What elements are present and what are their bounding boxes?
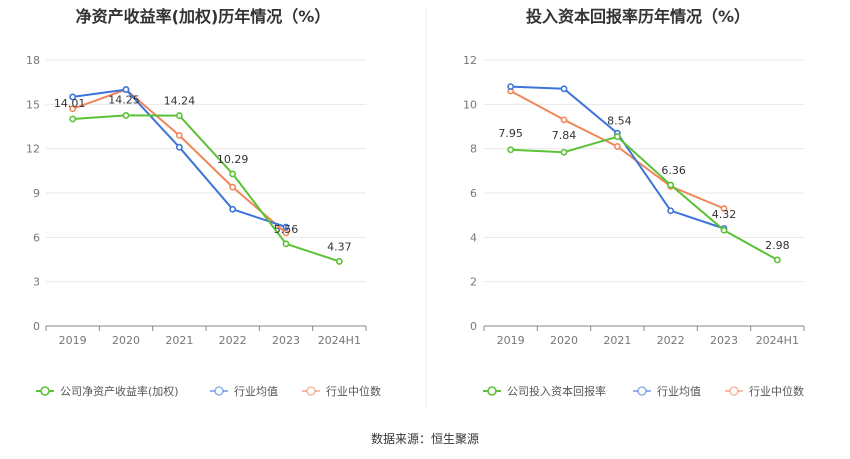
data-point-2 [720, 205, 728, 212]
legend-item[interactable]: 行业中位数 [302, 384, 381, 398]
data-point-1 [69, 93, 77, 101]
series-line-0 [72, 114, 340, 263]
x-tick-label: 2020 [112, 334, 140, 347]
legend-label: 行业中位数 [749, 384, 804, 398]
data-point-0 [175, 112, 183, 119]
data-label: 4.37 [327, 240, 352, 253]
x-tick-label: 2021 [603, 334, 631, 347]
y-tick-label: 15 [26, 98, 40, 111]
data-label: 8.54 [607, 115, 632, 128]
x-tick-label: 2020 [550, 334, 578, 347]
x-tick-label: 2023 [272, 334, 300, 347]
x-tick-label: 2019 [497, 334, 525, 347]
data-point-2 [69, 105, 77, 113]
x-tick-label: 2024H1 [756, 334, 799, 347]
legend-item[interactable]: 行业均值 [210, 385, 278, 398]
data-point-1 [175, 143, 183, 151]
data-point-1 [560, 85, 568, 93]
data-label: 5.56 [274, 223, 299, 236]
legend-item[interactable]: 公司投入资本回报率 [483, 384, 606, 398]
data-point-0 [282, 240, 290, 248]
y-tick-label: 18 [26, 54, 40, 67]
x-tick-label: 2019 [59, 334, 87, 347]
data-point-2 [560, 116, 568, 124]
data-point-1 [282, 223, 290, 231]
chart-title: 净资产收益率(加权)历年情况（%） [76, 7, 331, 26]
legend-item[interactable]: 行业中位数 [725, 384, 804, 398]
data-point-0 [613, 133, 621, 141]
data-point-0 [229, 170, 237, 178]
data-point-1 [507, 83, 515, 90]
legend-label: 行业均值 [657, 385, 701, 398]
y-tick-label: 4 [470, 231, 477, 244]
series-line-2 [72, 88, 287, 234]
y-tick-label: 12 [463, 54, 477, 67]
data-point-0 [560, 148, 568, 156]
legend-marker [214, 386, 224, 396]
data-point-0 [122, 112, 130, 119]
data-label: 14.24 [164, 95, 196, 108]
legend-item[interactable]: 公司净资产收益率(加权) [36, 384, 179, 398]
legend-label: 公司投入资本回报率 [507, 384, 606, 398]
legend-marker [306, 386, 316, 396]
y-tick-label: 8 [470, 143, 477, 156]
data-label: 10.29 [217, 153, 249, 166]
data-source-note: 数据来源：恒生聚源 [371, 431, 479, 446]
data-point-2 [175, 131, 183, 139]
x-tick-label: 2022 [219, 334, 247, 347]
y-tick-label: 6 [470, 187, 477, 200]
y-tick-label: 2 [470, 276, 477, 289]
data-point-0 [773, 256, 781, 264]
legend-label: 公司净资产收益率(加权) [60, 384, 179, 398]
data-label: 4.32 [712, 208, 737, 221]
x-tick-label: 2023 [710, 334, 738, 347]
y-tick-label: 10 [463, 98, 477, 111]
data-label: 6.36 [661, 164, 686, 177]
data-point-1 [122, 86, 130, 93]
legend-marker [729, 386, 739, 396]
x-tick-label: 2024H1 [318, 334, 361, 347]
data-point-0 [69, 115, 77, 123]
data-label: 7.84 [552, 129, 577, 142]
y-tick-label: 0 [470, 320, 477, 333]
legend-marker [487, 386, 497, 396]
x-tick-label: 2022 [657, 334, 685, 347]
series-line-0 [510, 135, 778, 261]
data-point-0 [720, 226, 728, 234]
x-tick-label: 2021 [165, 334, 193, 347]
legend-marker [40, 386, 50, 396]
roe-chart: 净资产收益率(加权)历年情况（%） 0 3 6 9 12 15 18 2019 2020 2021 2… [26, 7, 381, 398]
data-label: 2.98 [765, 239, 790, 252]
chart-title: 投入资本回报率历年情况（%） [526, 7, 750, 26]
y-tick-label: 9 [33, 187, 40, 200]
y-tick-label: 0 [33, 320, 40, 333]
legend-label: 行业中位数 [326, 384, 381, 398]
legend-label: 行业均值 [234, 385, 278, 398]
data-point-2 [613, 143, 621, 150]
data-point-0 [507, 146, 515, 154]
roic-chart: 投入资本回报率历年情况（%） 0 2 4 6 8 10 12 2019 2020 2021 2022 2… [463, 7, 805, 398]
data-point-2 [229, 183, 237, 191]
data-point-1 [229, 205, 237, 213]
legend-marker [637, 386, 647, 396]
y-tick-label: 3 [33, 276, 40, 289]
data-label: 14.25 [108, 93, 140, 106]
legend-item[interactable]: 行业均值 [633, 385, 701, 398]
y-tick-label: 6 [33, 231, 40, 244]
data-point-1 [667, 207, 675, 215]
data-point-0 [667, 181, 675, 189]
y-tick-label: 12 [26, 143, 40, 156]
data-point-0 [335, 258, 343, 265]
data-label: 7.95 [498, 127, 523, 140]
data-label: 14.01 [54, 97, 86, 110]
